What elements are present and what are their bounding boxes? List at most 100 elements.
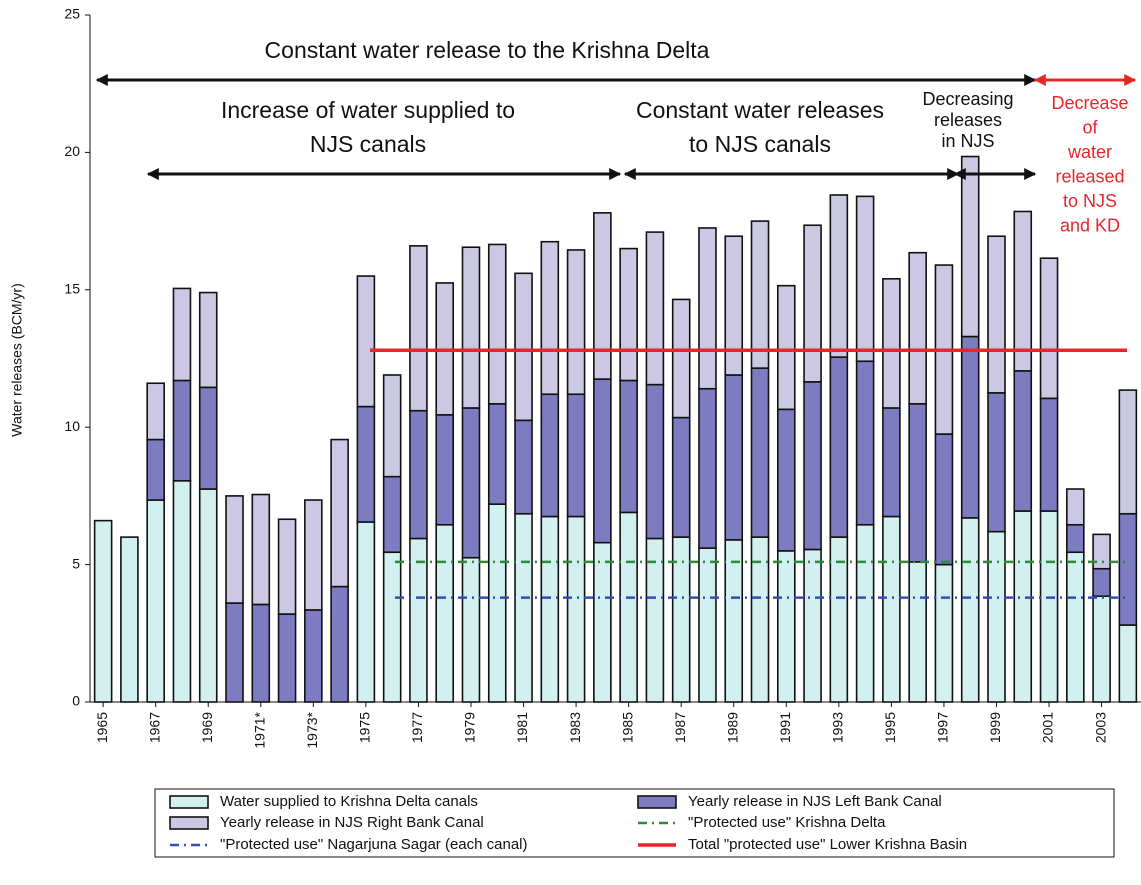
- bar-segment: [619, 247, 638, 382]
- x-tick-label: 1987: [672, 712, 688, 743]
- bar-segment: [882, 407, 901, 518]
- x-tick-label: 1975: [357, 712, 373, 743]
- bar-segment: [1066, 523, 1085, 554]
- bar-segment: [435, 414, 455, 526]
- bar-segment: [330, 438, 349, 588]
- legend-swatch: [169, 795, 209, 809]
- bar-segment: [882, 515, 901, 703]
- legend-label: "Protected use" Krishna Delta: [688, 814, 886, 831]
- x-tick-label: 1981: [514, 712, 530, 743]
- bar-segment: [172, 479, 192, 703]
- annotation: to NJS: [1063, 191, 1117, 211]
- bar-segment: [987, 392, 1006, 533]
- bar-segment: [172, 287, 192, 382]
- bar-segment: [593, 541, 612, 703]
- bar-segment: [146, 499, 165, 703]
- x-tick-label: 1967: [146, 712, 162, 743]
- bar-segment: [540, 515, 560, 703]
- bar-segment: [487, 503, 507, 703]
- bar-segment: [593, 212, 612, 380]
- y-tick-label: 0: [72, 693, 80, 709]
- x-tick-label: 1971*: [251, 711, 267, 748]
- annotation: and KD: [1060, 215, 1120, 235]
- bar-segment: [698, 547, 717, 703]
- bar-segment: [829, 356, 849, 538]
- legend-label: Yearly release in NJS Left Bank Canal: [688, 793, 942, 810]
- annotation: Constant water release to the Krishna De…: [265, 37, 710, 63]
- legend-swatch: [169, 816, 209, 830]
- bar-segment: [356, 275, 376, 408]
- annotation: Constant water releases: [636, 97, 884, 123]
- bar-segment: [934, 563, 954, 703]
- bar-segment: [487, 243, 507, 405]
- bar-segment: [803, 224, 822, 383]
- bar-segment: [1118, 512, 1138, 626]
- bar-segment: [803, 381, 822, 551]
- annotation: NJS canals: [310, 131, 426, 157]
- x-tick-label: 1989: [724, 712, 740, 743]
- bar-segment: [1039, 397, 1059, 512]
- bar-segment: [645, 231, 665, 386]
- bar-segment: [987, 530, 1006, 703]
- bar-segment: [671, 416, 691, 538]
- bar-segment: [1039, 257, 1059, 400]
- bar-segment: [750, 367, 770, 538]
- bar-segment: [566, 249, 586, 396]
- x-tick-label: 1993: [830, 712, 846, 743]
- x-tick-label: 1983: [567, 712, 583, 743]
- bar-segment: [198, 386, 218, 490]
- x-tick-label: 1999: [987, 712, 1003, 743]
- bar-segment: [593, 378, 612, 544]
- x-tick-label: 1991: [777, 712, 793, 743]
- bar-segment: [1118, 624, 1138, 703]
- x-tick-label: 1979: [462, 712, 478, 743]
- annotation: Decrease: [1051, 93, 1128, 113]
- bar-segment: [724, 374, 744, 541]
- y-tick-label: 15: [64, 281, 80, 297]
- y-axis-label: Water releases (BCM/yr): [9, 283, 25, 437]
- x-tick-label: 1995: [882, 712, 898, 743]
- bar-segment: [908, 561, 927, 703]
- bar-segment: [960, 155, 980, 338]
- bar-segment: [1066, 488, 1085, 526]
- bar-segment: [908, 403, 927, 563]
- bar-segment: [251, 603, 271, 703]
- bar-segment: [382, 374, 402, 478]
- x-tick-label: 1973*: [304, 711, 320, 748]
- legend-label: "Protected use" Nagarjuna Sagar (each ca…: [220, 836, 528, 853]
- bar-segment: [619, 511, 638, 703]
- bar-segment: [855, 523, 875, 703]
- annotation: releases: [934, 110, 1002, 130]
- bar-segment: [960, 335, 980, 519]
- bar-segment: [776, 550, 796, 703]
- bar-segment: [487, 403, 507, 505]
- bar-segment: [277, 518, 297, 615]
- bar-segment: [461, 556, 481, 703]
- bar-segment: [1013, 210, 1033, 372]
- bar-segment: [1013, 510, 1033, 703]
- bar-segment: [908, 251, 927, 405]
- bar-segment: [1039, 510, 1059, 703]
- bar-segment: [514, 272, 533, 422]
- bar-segment: [671, 298, 691, 419]
- bar-segment: [803, 548, 822, 703]
- bar-segment: [566, 393, 586, 518]
- bar-segment: [461, 407, 481, 559]
- legend-label: Total "protected use" Lower Krishna Basi…: [688, 836, 967, 853]
- bar-segment: [330, 585, 349, 703]
- legend-label: Yearly release in NJS Right Bank Canal: [220, 814, 484, 831]
- x-tick-label: 1985: [619, 712, 635, 743]
- x-tick-label: 1997: [935, 712, 951, 743]
- bar-segment: [724, 539, 744, 703]
- bar-segment: [698, 227, 717, 390]
- bar-segment: [304, 499, 323, 611]
- x-tick-label: 1977: [409, 712, 425, 743]
- x-tick-label: 1969: [199, 712, 215, 743]
- bar-segment: [776, 408, 796, 552]
- bar-segment: [1066, 551, 1085, 703]
- bar-segment: [409, 409, 428, 540]
- bar-segment: [698, 387, 717, 549]
- bar-segment: [93, 519, 113, 703]
- legend-label: Water supplied to Krishna Delta canals: [220, 793, 478, 810]
